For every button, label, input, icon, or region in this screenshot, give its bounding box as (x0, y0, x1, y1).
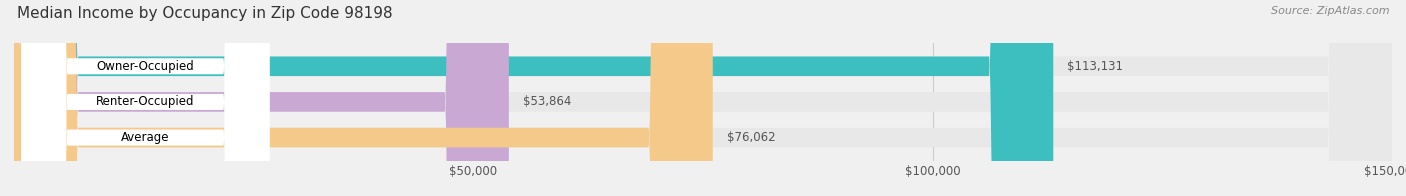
FancyBboxPatch shape (21, 0, 270, 196)
FancyBboxPatch shape (21, 0, 270, 196)
FancyBboxPatch shape (14, 0, 1053, 196)
FancyBboxPatch shape (14, 0, 509, 196)
Text: $53,864: $53,864 (523, 95, 571, 108)
FancyBboxPatch shape (21, 0, 270, 196)
Text: Renter-Occupied: Renter-Occupied (96, 95, 194, 108)
FancyBboxPatch shape (14, 0, 1392, 196)
FancyBboxPatch shape (14, 0, 1392, 196)
FancyBboxPatch shape (14, 0, 713, 196)
Text: Owner-Occupied: Owner-Occupied (97, 60, 194, 73)
Text: $76,062: $76,062 (727, 131, 775, 144)
Text: Average: Average (121, 131, 170, 144)
FancyBboxPatch shape (14, 0, 1392, 196)
Text: $113,131: $113,131 (1067, 60, 1123, 73)
Text: Source: ZipAtlas.com: Source: ZipAtlas.com (1271, 6, 1389, 16)
Text: Median Income by Occupancy in Zip Code 98198: Median Income by Occupancy in Zip Code 9… (17, 6, 392, 21)
